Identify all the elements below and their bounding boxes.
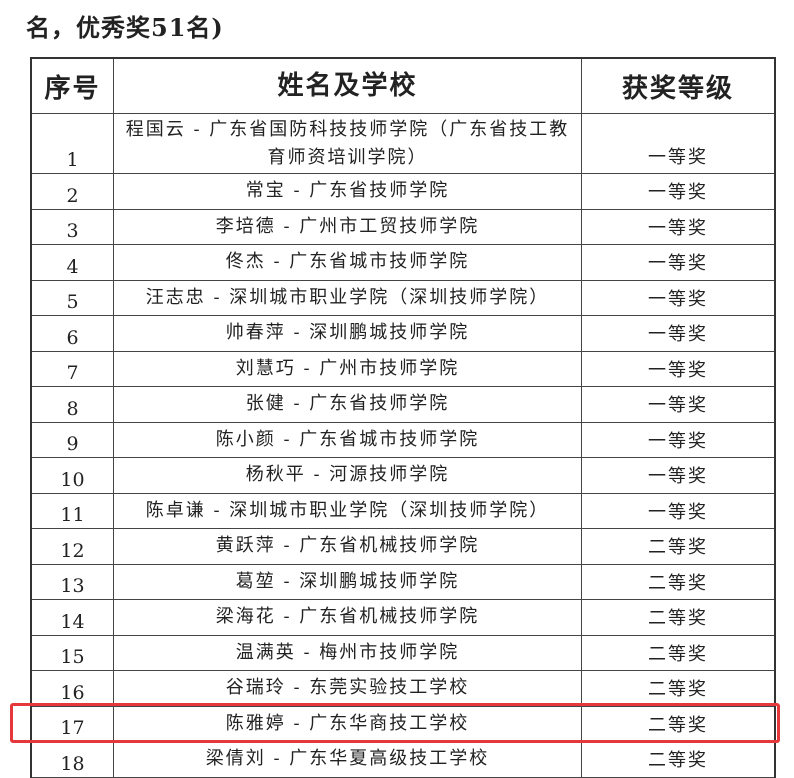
table-row: 16 谷瑞玲 - 东莞实验技工学校 二等奖 xyxy=(32,671,774,707)
column-header: 获奖等级 xyxy=(621,73,734,104)
header-row: 序号 姓名及学校 获奖等级 xyxy=(32,59,774,114)
award-level: 一等奖 xyxy=(648,395,708,417)
name-school: 张健 - 广东省技师学院 xyxy=(114,387,582,422)
row-number: 17 xyxy=(32,706,114,741)
award-level: 二等奖 xyxy=(648,714,708,736)
row-number: 5 xyxy=(32,280,114,315)
name-school: 帅春萍 - 深圳鹏城技师学院 xyxy=(114,316,582,351)
row-number: 8 xyxy=(32,387,114,422)
award-level: 一等奖 xyxy=(648,501,708,523)
table-row: 4 佟杰 - 广东省城市技师学院 一等奖 xyxy=(32,245,774,281)
award-level: 一等奖 xyxy=(648,466,708,488)
award-level: 一等奖 xyxy=(648,359,708,381)
name-school: 常宝 - 广东省技师学院 xyxy=(114,174,582,209)
name-school: 黄跃萍 - 广东省机械技师学院 xyxy=(114,529,582,564)
row-number: 14 xyxy=(32,600,114,635)
award-level: 二等奖 xyxy=(648,750,708,772)
table-row: 3 李培德 - 广州市工贸技师学院 一等奖 xyxy=(32,209,774,245)
award-level: 二等奖 xyxy=(648,572,708,594)
row-number: 2 xyxy=(32,174,114,209)
row-number: 13 xyxy=(32,564,114,599)
row-number: 4 xyxy=(32,245,114,280)
name-school: 佟杰 - 广东省城市技师学院 xyxy=(114,245,582,280)
row-number: 11 xyxy=(32,493,114,528)
highlight-box xyxy=(10,703,780,743)
name-school: 陈小颜 - 广东省城市技师学院 xyxy=(114,422,582,457)
column-header: 序号 xyxy=(32,59,114,113)
name-school: 程国云 - 广东省国防科技技师学院（广东省技工教育师资培训学院） xyxy=(114,114,582,173)
table-row: 18 梁倩刘 - 广东华夏高级技工学校 二等奖 xyxy=(32,742,774,778)
table-row: 15 温满英 - 梅州市技师学院 二等奖 xyxy=(32,635,774,671)
name-school: 汪志忠 - 深圳城市职业学院（深圳技师学院） xyxy=(114,280,582,315)
award-level: 一等奖 xyxy=(648,288,708,310)
award-level: 一等奖 xyxy=(648,147,708,168)
row-number: 10 xyxy=(32,458,114,493)
award-level: 二等奖 xyxy=(648,537,708,559)
table-row: 13 葛堃 - 深圳鹏城技师学院 二等奖 xyxy=(32,564,774,600)
award-level: 一等奖 xyxy=(648,253,708,275)
award-level: 二等奖 xyxy=(648,643,708,665)
table-row: 5 汪志忠 - 深圳城市职业学院（深圳技师学院） 一等奖 xyxy=(32,280,774,316)
row-number: 16 xyxy=(32,671,114,706)
award-level: 一等奖 xyxy=(648,324,708,346)
column-header: 姓名及学校 xyxy=(114,59,582,113)
table-row: 2 常宝 - 广东省技师学院 一等奖 xyxy=(32,174,774,210)
award-level: 一等奖 xyxy=(648,182,708,204)
name-school: 刘慧巧 - 广州市技师学院 xyxy=(114,351,582,386)
row-number: 6 xyxy=(32,316,114,351)
name-school: 梁倩刘 - 广东华夏高级技工学校 xyxy=(114,742,582,777)
award-level: 一等奖 xyxy=(648,430,708,452)
row-number: 9 xyxy=(32,422,114,457)
row-number: 18 xyxy=(32,742,114,777)
row-number: 12 xyxy=(32,529,114,564)
row-number: 3 xyxy=(32,209,114,244)
name-school: 谷瑞玲 - 东莞实验技工学校 xyxy=(114,671,582,706)
table-row: 10 杨秋平 - 河源技师学院 一等奖 xyxy=(32,458,774,494)
award-level: 一等奖 xyxy=(648,217,708,239)
table-row: 1 程国云 - 广东省国防科技技师学院（广东省技工教育师资培训学院） 一等奖 xyxy=(32,114,774,174)
table-row: 6 帅春萍 - 深圳鹏城技师学院 一等奖 xyxy=(32,316,774,352)
table-row: 14 梁海花 - 广东省机械技师学院 二等奖 xyxy=(32,600,774,636)
row-number: 1 xyxy=(32,114,114,173)
intro-text: 名，优秀奖51名) xyxy=(26,13,224,42)
table-row: 12 黄跃萍 - 广东省机械技师学院 二等奖 xyxy=(32,529,774,565)
row-number: 15 xyxy=(32,635,114,670)
table-row: 9 陈小颜 - 广东省城市技师学院 一等奖 xyxy=(32,422,774,458)
table-row: 11 陈卓谦 - 深圳城市职业学院（深圳技师学院） 一等奖 xyxy=(32,493,774,529)
name-school: 温满英 - 梅州市技师学院 xyxy=(114,635,582,670)
name-school: 陈卓谦 - 深圳城市职业学院（深圳技师学院） xyxy=(114,493,582,528)
name-school: 梁海花 - 广东省机械技师学院 xyxy=(114,600,582,635)
row-number: 7 xyxy=(32,351,114,386)
table-row: 8 张健 - 广东省技师学院 一等奖 xyxy=(32,387,774,423)
award-level: 二等奖 xyxy=(648,679,708,701)
table-row: 7 刘慧巧 - 广州市技师学院 一等奖 xyxy=(32,351,774,387)
award-table: 序号 姓名及学校 获奖等级 1 程国云 - 广东省国防科技技师学院（广东省技工教育师资培… xyxy=(30,57,776,778)
name-school: 葛堃 - 深圳鹏城技师学院 xyxy=(114,564,582,599)
name-school: 陈雅婷 - 广东华商技工学校 xyxy=(114,706,582,741)
award-level: 二等奖 xyxy=(648,608,708,630)
name-school: 杨秋平 - 河源技师学院 xyxy=(114,458,582,493)
name-school: 李培德 - 广州市工贸技师学院 xyxy=(114,209,582,244)
